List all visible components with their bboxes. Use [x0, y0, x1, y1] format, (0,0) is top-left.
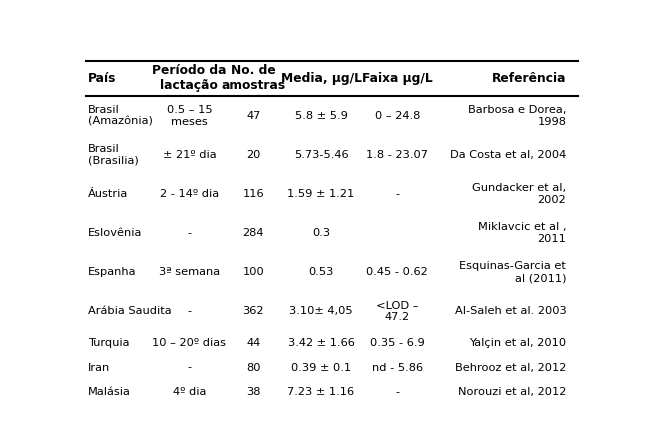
Text: 3.10± 4,05: 3.10± 4,05: [289, 306, 353, 316]
Text: Miklavcic et al ,
2011: Miklavcic et al , 2011: [478, 222, 566, 244]
Text: 20: 20: [246, 150, 260, 160]
Text: Malásia: Malásia: [88, 387, 131, 397]
Text: 5.73-5.46: 5.73-5.46: [294, 150, 349, 160]
Text: 38: 38: [246, 387, 260, 397]
Text: 4º dia: 4º dia: [172, 387, 206, 397]
Text: Norouzi et al, 2012: Norouzi et al, 2012: [458, 387, 566, 397]
Text: 0.5 – 15
meses: 0.5 – 15 meses: [167, 105, 212, 127]
Text: 3ª semana: 3ª semana: [159, 267, 220, 277]
Text: Período da
lactação: Período da lactação: [152, 64, 227, 93]
Text: Referência: Referência: [492, 72, 566, 85]
Text: Media, µg/L: Media, µg/L: [281, 72, 362, 85]
Text: 1.59 ± 1.21: 1.59 ± 1.21: [288, 189, 354, 199]
Text: 44: 44: [246, 338, 260, 348]
Text: Al-Saleh et al. 2003: Al-Saleh et al. 2003: [455, 306, 566, 316]
Text: Barbosa e Dorea,
1998: Barbosa e Dorea, 1998: [468, 105, 566, 127]
Text: Eslovênia: Eslovênia: [88, 228, 143, 238]
Text: 0.53: 0.53: [308, 267, 334, 277]
Text: Da Costa et al, 2004: Da Costa et al, 2004: [450, 150, 566, 160]
Text: No. de
amostras: No. de amostras: [222, 64, 285, 93]
Text: -: -: [395, 189, 399, 199]
Text: Iran: Iran: [88, 363, 110, 373]
Text: 100: 100: [242, 267, 264, 277]
Text: <LOD –
47.2: <LOD – 47.2: [376, 300, 419, 322]
Text: Brasil
(Brasilia): Brasil (Brasilia): [88, 144, 139, 166]
Text: -: -: [187, 228, 191, 238]
Text: Turquia: Turquia: [88, 338, 130, 348]
Text: 0.35 - 6.9: 0.35 - 6.9: [370, 338, 424, 348]
Text: nd - 5.86: nd - 5.86: [372, 363, 423, 373]
Text: 0.39 ± 0.1: 0.39 ± 0.1: [291, 363, 351, 373]
Text: Faixa µg/L: Faixa µg/L: [362, 72, 433, 85]
Text: 10 – 20º dias: 10 – 20º dias: [152, 338, 226, 348]
Text: 362: 362: [242, 306, 264, 316]
Text: 284: 284: [242, 228, 264, 238]
Text: Áustria: Áustria: [88, 189, 128, 199]
Text: Behrooz et al, 2012: Behrooz et al, 2012: [455, 363, 566, 373]
Text: 80: 80: [246, 363, 260, 373]
Text: ± 21º dia: ± 21º dia: [163, 150, 216, 160]
Text: Brasil
(Amazônia): Brasil (Amazônia): [88, 105, 153, 127]
Text: 0 – 24.8: 0 – 24.8: [375, 111, 420, 121]
Text: -: -: [187, 306, 191, 316]
Text: -: -: [395, 387, 399, 397]
Text: 7.23 ± 1.16: 7.23 ± 1.16: [288, 387, 354, 397]
Text: 0.45 - 0.62: 0.45 - 0.62: [366, 267, 428, 277]
Text: 2 - 14º dia: 2 - 14º dia: [160, 189, 219, 199]
Text: 47: 47: [246, 111, 260, 121]
Text: 3.42 ± 1.66: 3.42 ± 1.66: [288, 338, 354, 348]
Text: 1.8 - 23.07: 1.8 - 23.07: [366, 150, 428, 160]
Text: Espanha: Espanha: [88, 267, 137, 277]
Text: Yalçin et al, 2010: Yalçin et al, 2010: [469, 338, 566, 348]
Text: Gundacker et al,
2002: Gundacker et al, 2002: [472, 183, 566, 205]
Text: Arábia Saudita: Arábia Saudita: [88, 306, 172, 316]
Text: 5.8 ± 5.9: 5.8 ± 5.9: [295, 111, 347, 121]
Text: País: País: [88, 72, 117, 85]
Text: 116: 116: [242, 189, 264, 199]
Text: Esquinas-Garcia et
al (2011): Esquinas-Garcia et al (2011): [459, 261, 566, 283]
Text: 0.3: 0.3: [312, 228, 330, 238]
Text: -: -: [187, 363, 191, 373]
